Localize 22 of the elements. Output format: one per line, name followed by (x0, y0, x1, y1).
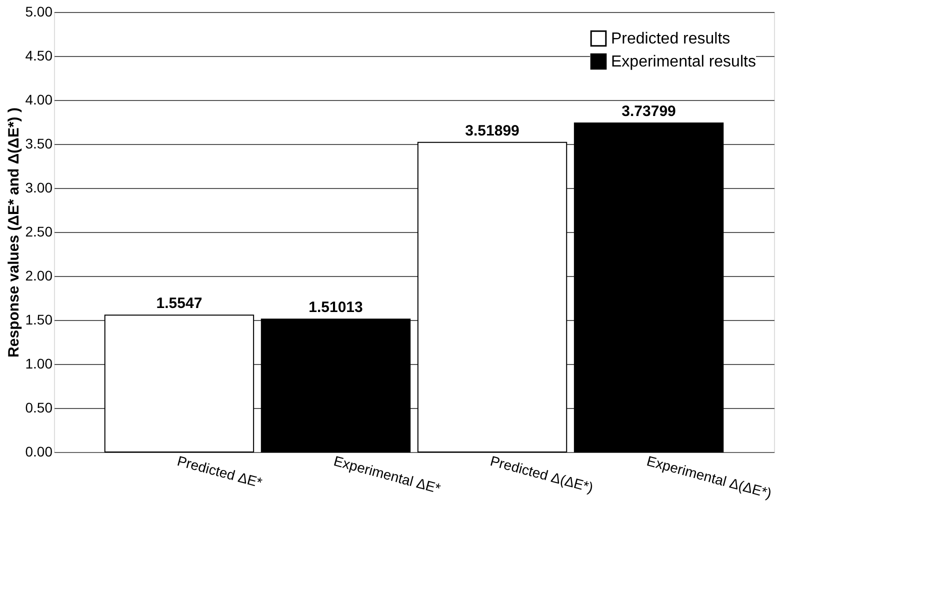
y-tick-label: 1.00 (25, 356, 53, 372)
data-label: 3.51899 (465, 122, 520, 140)
y-tick-label: 5.00 (25, 4, 53, 20)
y-tick-label: 3.50 (25, 136, 53, 152)
data-label: 3.73799 (622, 103, 676, 120)
y-tick-label: 3.00 (25, 180, 53, 196)
bar (417, 142, 568, 452)
y-axis-title: Response values (ΔE* and Δ(ΔE*) ) (5, 108, 22, 358)
y-tick-label: 1.50 (25, 312, 53, 328)
bar (574, 122, 724, 452)
legend-label: Predicted results (611, 30, 730, 48)
y-tick-label: 0.50 (25, 400, 53, 416)
y-tick-label: 0.00 (25, 444, 53, 460)
y-tick-label: 4.50 (25, 48, 53, 64)
y-tick-label: 2.00 (25, 268, 53, 284)
bar (104, 314, 254, 452)
data-label: 1.5547 (156, 295, 202, 312)
y-tick-label: 4.00 (25, 92, 53, 108)
legend-label: Experimental results (611, 54, 756, 70)
bar (260, 318, 411, 452)
y-tick-label: 2.50 (25, 224, 53, 240)
data-label: 1.51013 (308, 299, 363, 316)
